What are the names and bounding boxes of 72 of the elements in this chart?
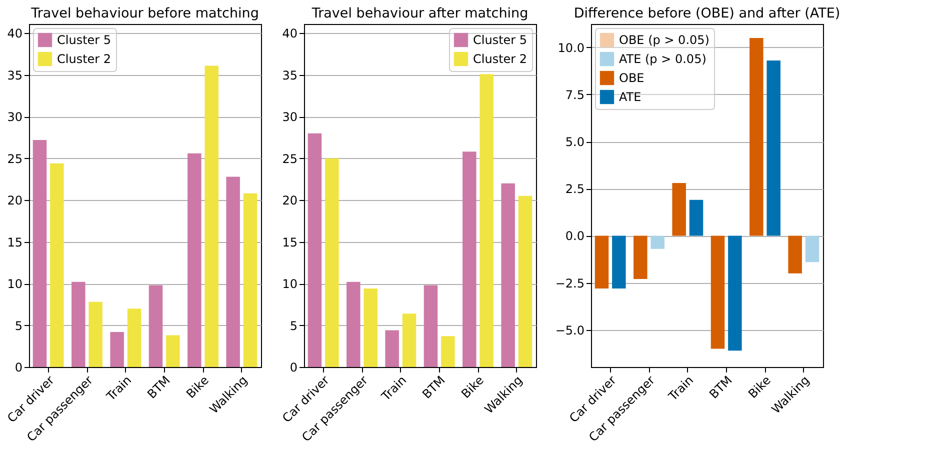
y-tick-label: 40 bbox=[282, 26, 298, 41]
bar bbox=[750, 38, 764, 236]
legend-label: ATE (p > 0.05) bbox=[619, 52, 706, 66]
bar bbox=[364, 288, 378, 367]
bar bbox=[424, 285, 438, 367]
bar bbox=[689, 200, 704, 236]
legend-label: Cluster 5 bbox=[57, 33, 112, 47]
bar bbox=[594, 236, 609, 288]
chart-title: Travel behaviour after matching bbox=[310, 6, 528, 22]
bar bbox=[441, 336, 455, 367]
bar bbox=[50, 163, 64, 367]
bar bbox=[462, 152, 476, 367]
bar bbox=[188, 153, 202, 367]
legend-label: OBE bbox=[619, 71, 644, 85]
y-tick-label: 30 bbox=[7, 110, 22, 124]
bar bbox=[501, 183, 515, 367]
bar bbox=[204, 66, 218, 367]
y-tick-label: 10 bbox=[282, 277, 298, 292]
bar bbox=[308, 133, 322, 367]
bar bbox=[766, 60, 780, 236]
bar bbox=[346, 282, 360, 367]
bar bbox=[88, 302, 102, 367]
y-tick-label: 35 bbox=[282, 68, 298, 82]
bar bbox=[325, 158, 339, 367]
y-tick-label: 5.0 bbox=[565, 135, 584, 150]
bar bbox=[385, 330, 399, 367]
y-tick-label: 0 bbox=[290, 360, 298, 374]
bar bbox=[127, 308, 142, 367]
y-tick-label: 0.0 bbox=[565, 229, 584, 244]
y-tick-label: 10.0 bbox=[558, 40, 584, 55]
bar bbox=[226, 176, 240, 367]
y-tick-label: 35 bbox=[7, 68, 22, 82]
y-tick-label: 10 bbox=[7, 277, 22, 292]
y-tick-label: 5 bbox=[290, 318, 298, 333]
bar bbox=[634, 236, 648, 280]
bar bbox=[72, 282, 86, 367]
bar bbox=[728, 236, 742, 351]
chart-title: Difference before (OBE) and after (ATE) bbox=[574, 6, 840, 22]
legend-label: ATE bbox=[619, 90, 642, 104]
bar bbox=[166, 335, 180, 367]
bar bbox=[805, 236, 820, 262]
y-tick-label: 15 bbox=[282, 235, 298, 250]
legend-label: OBE (p > 0.05) bbox=[619, 33, 710, 47]
legend-label: Cluster 2 bbox=[473, 52, 528, 66]
legend-label: Cluster 2 bbox=[57, 52, 112, 66]
bar bbox=[110, 332, 124, 367]
y-tick-label: −5.0 bbox=[555, 323, 584, 338]
bar bbox=[672, 182, 686, 236]
y-tick-label: 30 bbox=[282, 110, 298, 124]
y-tick-label: 0 bbox=[14, 360, 22, 374]
y-tick-label: 15 bbox=[7, 235, 22, 250]
y-tick-label: 40 bbox=[7, 26, 22, 41]
bar bbox=[788, 236, 802, 274]
bar bbox=[243, 193, 258, 367]
y-tick-label: 25 bbox=[7, 152, 22, 166]
y-tick-label: 25 bbox=[282, 152, 298, 166]
y-tick-label: 20 bbox=[7, 194, 22, 208]
legend-label: Cluster 5 bbox=[473, 33, 528, 47]
bar bbox=[650, 236, 664, 249]
chart-title: Travel behaviour before matching bbox=[30, 6, 259, 22]
y-tick-label: 7.5 bbox=[565, 88, 584, 102]
bar bbox=[710, 236, 725, 349]
y-tick-label: −2.5 bbox=[555, 276, 584, 290]
y-tick-label: 20 bbox=[282, 194, 298, 208]
bar bbox=[480, 74, 494, 367]
bar bbox=[612, 236, 626, 288]
bar bbox=[518, 196, 532, 367]
y-tick-label: 2.5 bbox=[565, 182, 584, 196]
bar bbox=[32, 140, 47, 367]
bar bbox=[148, 285, 163, 367]
y-tick-label: 5 bbox=[14, 318, 22, 333]
bar bbox=[402, 314, 416, 367]
